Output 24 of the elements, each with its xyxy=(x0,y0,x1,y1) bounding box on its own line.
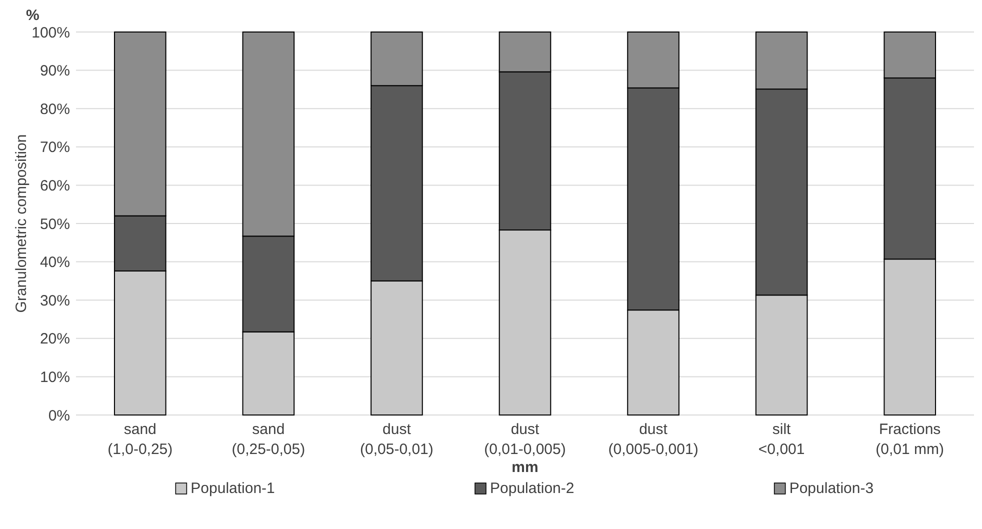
y-tick-label: 10% xyxy=(40,368,70,386)
x-tick-label: dust (0,05-0,01) xyxy=(360,421,434,458)
y-axis-title: Granulometric composition xyxy=(13,134,30,313)
y-tick-label: 100% xyxy=(32,24,70,42)
y-tick-label: 30% xyxy=(40,292,70,310)
x-tick-label: silt <0,001 xyxy=(758,421,805,458)
x-tick-label: sand (1,0-0,25) xyxy=(108,421,173,458)
x-tick-label: sand (0,25-0,05) xyxy=(232,421,306,458)
y-tick-label: 60% xyxy=(40,177,70,194)
y-tick-label: 70% xyxy=(40,139,70,156)
legend-label: Population-3 xyxy=(789,480,874,497)
legend-label: Population-1 xyxy=(190,480,275,497)
y-tick-label: 20% xyxy=(40,330,70,348)
x-axis-title: mm xyxy=(512,459,538,476)
text: % xyxy=(26,7,40,24)
y-tick-label: 90% xyxy=(40,62,70,80)
y-tick-label: 40% xyxy=(40,254,70,272)
y-tick-label: 50% xyxy=(40,216,70,233)
x-tick-label: Fractions (0,01 mm) xyxy=(876,421,944,458)
legend-label: Population-2 xyxy=(490,480,574,497)
x-tick-label: dust (0,01-0,005) xyxy=(484,421,566,458)
y-tick-label: 0% xyxy=(48,407,70,424)
x-tick-label: dust (0,005-0,001) xyxy=(608,421,698,458)
y-tick-label: 80% xyxy=(40,100,70,118)
